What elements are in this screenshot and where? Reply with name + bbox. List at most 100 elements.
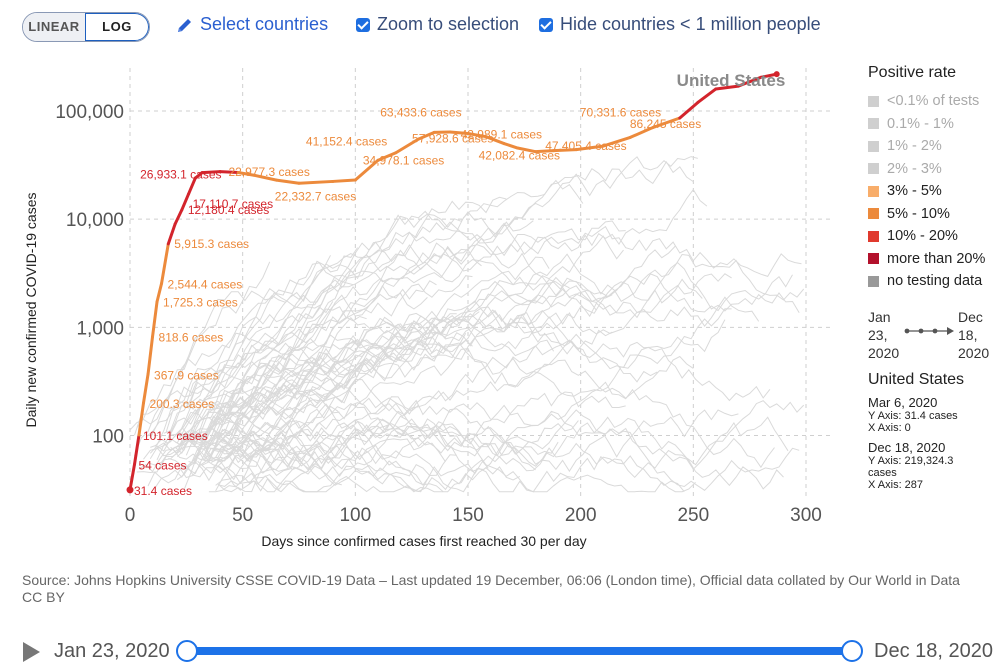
data-label: 5,915.3 cases: [174, 237, 249, 251]
series-segment: [274, 178, 301, 185]
zoom-checkbox[interactable]: [356, 17, 370, 32]
pencil-icon: [178, 18, 191, 32]
series-segment: [651, 116, 682, 130]
x-tick-label: 200: [565, 505, 597, 526]
data-label: 42,989.1 cases: [461, 128, 542, 142]
data-label: 31.4 cases: [134, 484, 192, 498]
series-start-point: [126, 486, 134, 494]
country-line: [204, 273, 793, 460]
series-segment: [200, 170, 222, 175]
hide-small-checkbox[interactable]: [539, 17, 553, 32]
united-states-series[interactable]: [126, 71, 780, 494]
legend-item[interactable]: 10% - 20%: [868, 225, 998, 248]
country-line: [185, 417, 431, 486]
series-end-point: [773, 71, 780, 78]
linear-scale-button[interactable]: LINEAR: [23, 13, 85, 41]
legend-item[interactable]: 2% - 3%: [868, 158, 998, 181]
country-line: [215, 336, 473, 467]
legend-item[interactable]: 0.1% - 1%: [868, 113, 998, 136]
timeline-slider[interactable]: Jan 23, 2020 Dec 18, 2020: [0, 630, 1000, 670]
select-countries-label: Select countries: [200, 14, 329, 34]
y-tick-label: 100: [92, 426, 124, 447]
data-label: 1,725.3 cases: [163, 296, 238, 310]
series-segment: [236, 171, 256, 177]
country-line: [176, 247, 482, 458]
start-month: Jan: [868, 309, 891, 325]
zoom-label: Zoom to selection: [377, 14, 520, 34]
legend-item[interactable]: 3% - 5%: [868, 180, 998, 203]
positive-rate-legend: Positive rate <0.1% of tests 0.1% - 1% 1% …: [868, 64, 998, 293]
series-segment: [678, 100, 700, 120]
data-label: 86,245 cases: [630, 117, 701, 131]
hide-small-countries-option[interactable]: Hide countries < 1 million people: [539, 14, 821, 35]
hide-small-label: Hide countries < 1 million people: [560, 14, 821, 34]
time-range-end: Dec 18, 2020: [958, 308, 989, 362]
series-segment: [714, 84, 740, 91]
log-scale-button[interactable]: LOG: [85, 13, 149, 41]
series-segment: [166, 222, 177, 246]
data-label: 34,978.1 cases: [363, 153, 444, 167]
legend-label: no testing data: [887, 273, 983, 290]
series-segment: [466, 131, 488, 139]
legend-item[interactable]: 1% - 2%: [868, 135, 998, 158]
legend-item[interactable]: 5% - 10%: [868, 203, 998, 226]
info-start-y: Y Axis: 31.4 cases: [868, 410, 958, 422]
start-day: 23,: [868, 327, 888, 343]
data-label: 22,977.3 cases: [228, 165, 309, 179]
data-label: 2,544.4 cases: [168, 277, 243, 291]
legend-swatch: [868, 118, 879, 130]
info-start-x: X Axis: 0: [868, 422, 911, 434]
series-segment: [394, 137, 420, 155]
country-line: [136, 262, 354, 429]
timeline-track[interactable]: [186, 647, 851, 655]
timeline-end-handle[interactable]: [841, 640, 863, 662]
source-footer: Source: Johns Hopkins University CSSE CO…: [22, 572, 982, 606]
series-segment: [146, 335, 155, 376]
play-icon[interactable]: [23, 642, 40, 662]
legend-item[interactable]: no testing data: [868, 270, 998, 293]
legend-label: 2% - 3%: [887, 160, 942, 177]
zoom-to-selection-option[interactable]: Zoom to selection: [356, 14, 519, 35]
legend-item[interactable]: <0.1% of tests: [868, 90, 998, 113]
country-line: [201, 253, 805, 466]
series-segment: [696, 87, 718, 104]
series-segment: [187, 176, 197, 196]
series-segment: [601, 135, 632, 148]
series-segment: [137, 401, 146, 437]
legend-label: <0.1% of tests: [887, 93, 980, 110]
series-segment: [218, 170, 240, 175]
data-label: 200.3 cases: [150, 397, 215, 411]
series-end-label[interactable]: United States: [677, 71, 786, 90]
country-line: [208, 311, 480, 493]
time-range-legend: Jan 23, 2020 Dec 18, 2020: [868, 308, 998, 363]
series-segment: [484, 135, 506, 146]
series-segment: [376, 151, 398, 162]
legend-label: 0.1% - 1%: [887, 115, 954, 132]
info-end-y: Y Axis: 219,324.3: [868, 455, 954, 467]
info-end-y-unit: cases: [868, 467, 897, 479]
x-tick-label: 150: [452, 505, 484, 526]
legend-swatch: [868, 253, 879, 265]
country-line: [183, 273, 732, 490]
source-text[interactable]: Source: Johns Hopkins University CSSE CO…: [22, 572, 960, 588]
series-segment: [736, 75, 763, 88]
country-line: [181, 247, 359, 451]
timeline-start-handle[interactable]: [176, 640, 198, 662]
country-line: [199, 355, 694, 445]
country-line: [129, 301, 334, 431]
start-year: 2020: [868, 345, 900, 361]
axes: 100 1,000 10,000 100,000 0 50 100 150 200 250 300: [55, 102, 822, 526]
info-end: Dec 18, 2020 Y Axis: 219,324.3 cases X A…: [868, 440, 998, 491]
data-label: 63,433.6 cases: [380, 105, 461, 119]
legend-label: more than 20%: [887, 250, 986, 267]
legend-title: Positive rate: [868, 64, 957, 81]
country-line: [217, 459, 489, 493]
license-text[interactable]: CC BY: [22, 589, 65, 605]
country-line: [134, 255, 331, 457]
legend-item[interactable]: more than 20%: [868, 248, 998, 271]
y-tick-label: 100,000: [55, 102, 124, 123]
select-countries-link[interactable]: Select countries: [176, 14, 328, 35]
legend-label: 10% - 20%: [887, 228, 958, 245]
scale-toggle[interactable]: LINEAR LOG: [22, 12, 150, 42]
series-segment: [133, 433, 141, 466]
